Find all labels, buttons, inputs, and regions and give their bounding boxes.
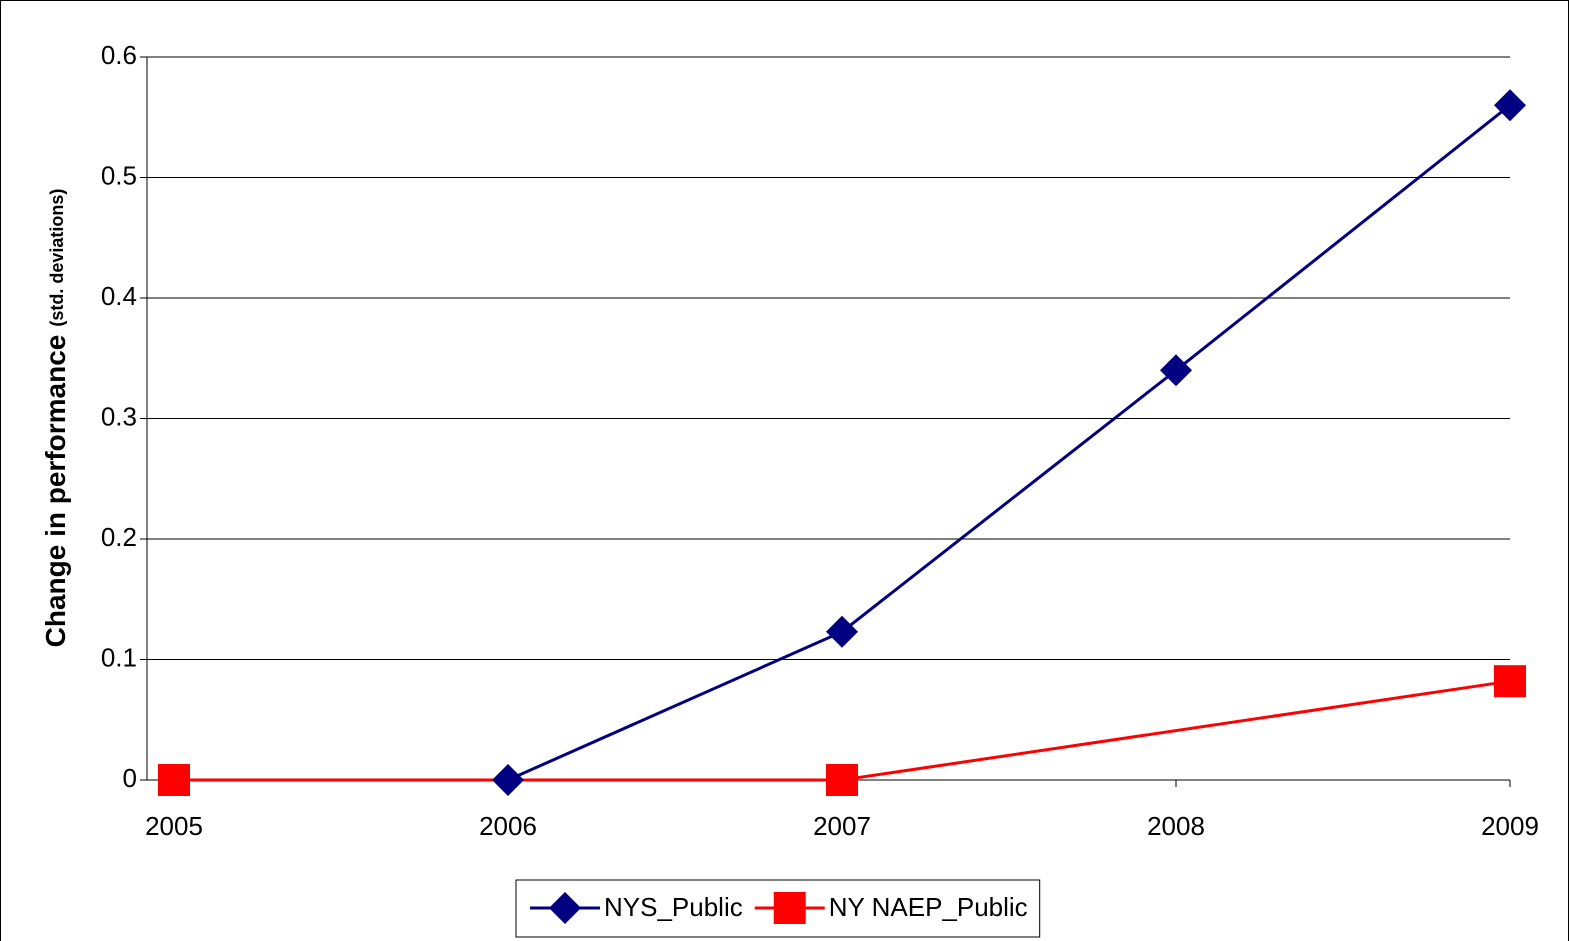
- marker-square: [773, 892, 806, 924]
- x-tick-label: 2005: [145, 811, 203, 841]
- marker-diamond: [1160, 354, 1192, 387]
- y-tick-label: 0.1: [101, 642, 137, 672]
- x-tick-label: 2006: [479, 811, 537, 841]
- y-tick-label: 0.5: [101, 160, 137, 190]
- y-tick-label: 0.6: [101, 40, 137, 70]
- x-tick-label: 2008: [1147, 811, 1205, 841]
- legend-label: NYS_Public: [604, 892, 743, 922]
- marker-square: [1494, 665, 1526, 698]
- marker-diamond: [826, 615, 858, 648]
- y-tick-label: 0: [123, 763, 137, 793]
- marker-diamond: [1494, 89, 1526, 122]
- y-label-main: Change in performance: [40, 335, 71, 648]
- y-axis-label: Change in performance (std. deviations): [40, 189, 71, 648]
- y-tick-label: 0.4: [101, 281, 137, 311]
- y-label-unit: (std. deviations): [47, 189, 67, 327]
- series-line: [507, 104, 1511, 782]
- marker-diamond: [492, 764, 524, 796]
- marker-square: [158, 764, 190, 796]
- y-tick-label: 0.3: [101, 401, 137, 431]
- legend-label: NY NAEP_Public: [829, 892, 1028, 922]
- x-tick-label: 2007: [813, 811, 871, 841]
- x-tick-label: 2009: [1481, 811, 1539, 841]
- marker-diamond: [549, 892, 581, 924]
- marker-square: [826, 764, 858, 796]
- legend: NYS_Public NY NAEP_Public: [515, 879, 1041, 938]
- y-tick-label: 0.2: [101, 522, 137, 552]
